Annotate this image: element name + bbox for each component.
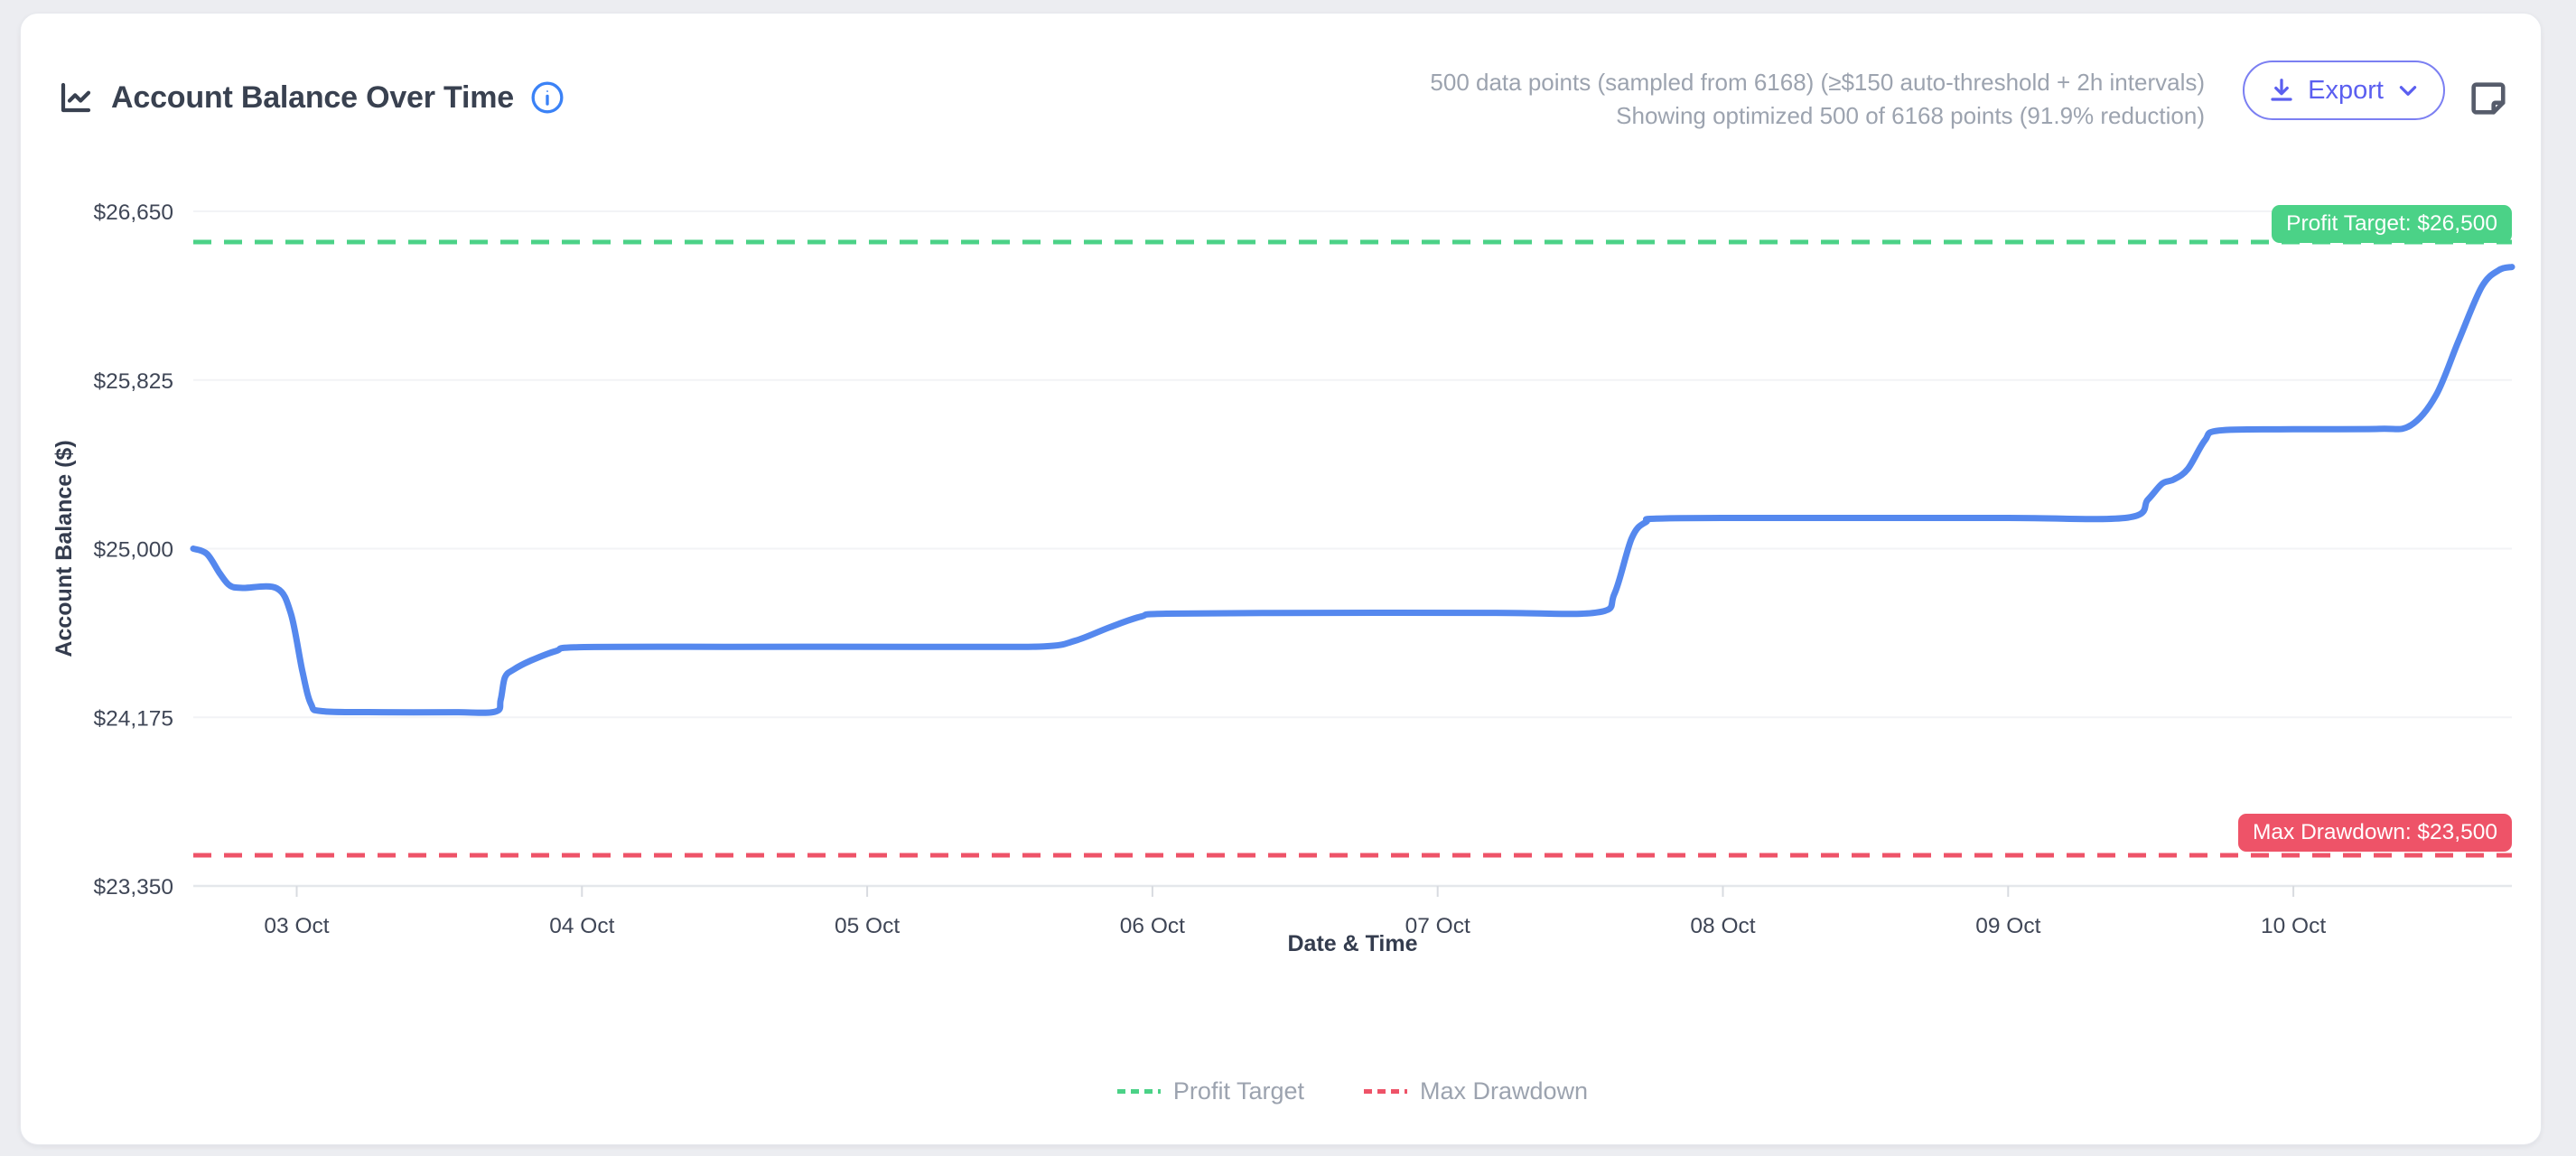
y-tick-label: $26,650	[93, 200, 173, 225]
info-icon[interactable]	[530, 80, 565, 115]
x-tick-label: 05 Oct	[835, 914, 900, 938]
chart-meta: 500 data points (sampled from 6168) (≥$1…	[1430, 66, 2205, 133]
x-tick-label: 10 Oct	[2261, 914, 2326, 938]
profit-target-dash-swatch	[1116, 1089, 1161, 1094]
legend-label: Max Drawdown	[1420, 1077, 1589, 1105]
note-icon	[2467, 78, 2510, 119]
x-tick-label: 09 Oct	[1975, 914, 2040, 938]
y-tick-label: $25,000	[93, 538, 173, 563]
legend-item-max-drawdown[interactable]: Max Drawdown	[1364, 1077, 1588, 1105]
chart-line-icon	[57, 79, 95, 117]
legend-item-profit-target[interactable]: Profit Target	[1116, 1077, 1304, 1105]
export-button[interactable]: Export	[2243, 61, 2445, 120]
y-axis-title: Account Balance ($)	[51, 440, 77, 657]
download-icon	[2268, 77, 2295, 104]
chart-header: Account Balance Over Time	[57, 79, 565, 117]
y-tick-label: $25,825	[93, 369, 173, 394]
chart-legend: Profit Target Max Drawdown	[193, 1077, 2512, 1105]
chevron-down-icon	[2396, 79, 2420, 102]
profit-target-badge: Profit Target: $26,500	[2272, 205, 2512, 243]
x-tick-label: 03 Oct	[264, 914, 329, 938]
y-tick-label: $24,175	[93, 706, 173, 731]
balance-chart-plot-area[interactable]: $23,350 $24,175 $25,000 $25,825 $26,650 03 Oc…	[21, 14, 2541, 1144]
export-button-label: Export	[2308, 75, 2384, 105]
max-drawdown-dash-swatch	[1364, 1089, 1407, 1094]
sampling-summary: 500 data points (sampled from 6168) (≥$1…	[1430, 69, 2205, 96]
x-tick-label: 04 Oct	[549, 914, 614, 938]
page-title: Account Balance Over Time	[111, 79, 514, 115]
legend-label: Profit Target	[1172, 1077, 1304, 1105]
x-axis-title: Date & Time	[1287, 931, 1417, 956]
x-tick-label: 08 Oct	[1690, 914, 1755, 938]
x-tick-label: 07 Oct	[1405, 914, 1470, 938]
notes-button[interactable]	[2467, 77, 2510, 120]
max-drawdown-badge: Max Drawdown: $23,500	[2237, 814, 2512, 852]
balance-chart-card: Account Balance Over Time 500 data point…	[20, 13, 2542, 1145]
optimization-summary: Showing optimized 500 of 6168 points (91…	[1616, 102, 2205, 129]
x-tick-label: 06 Oct	[1120, 914, 1185, 938]
y-tick-label: $23,350	[93, 875, 173, 900]
account-balance-line	[190, 264, 2515, 716]
